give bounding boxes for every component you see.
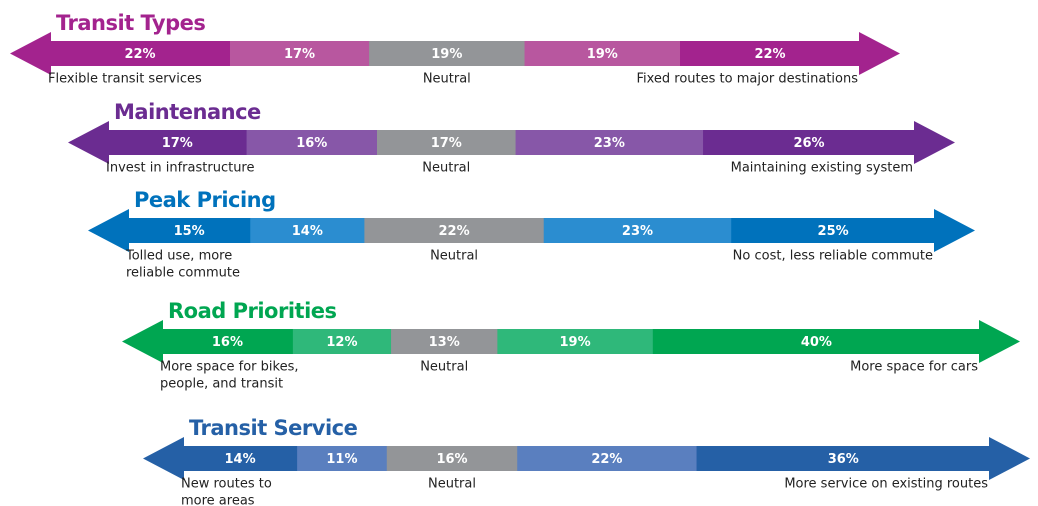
value-label: 15% (174, 224, 205, 239)
value-label: 12% (326, 335, 357, 350)
left-label: Invest in infrastructure (106, 161, 254, 176)
chart-title: Transit Service (189, 416, 358, 440)
value-label: 19% (587, 47, 618, 62)
bar-segment (297, 446, 388, 471)
bar-segment (246, 130, 378, 155)
right-label: No cost, less reliable commute (733, 249, 933, 264)
bar-segment (391, 329, 498, 354)
bar-segment (183, 446, 298, 471)
bar-segment (543, 218, 732, 243)
chart-title: Maintenance (114, 100, 261, 124)
bar-segment (680, 41, 861, 66)
right-label: More space for cars (850, 360, 978, 375)
bar-segment (364, 218, 545, 243)
value-label: 23% (594, 136, 625, 151)
left-label: people, and transit (160, 377, 283, 392)
bar-segment (703, 130, 916, 155)
bar-segment (128, 218, 251, 243)
bar-segment (524, 41, 681, 66)
arrow-head (914, 121, 955, 164)
arrow-head (68, 121, 109, 164)
arrow-head (10, 32, 51, 75)
bar-segment (517, 446, 698, 471)
left-label: More space for bikes, (160, 360, 298, 375)
bar-segment (497, 329, 654, 354)
bar-segment (230, 41, 370, 66)
value-label: 22% (754, 47, 785, 62)
right-label: Fixed routes to major destinations (636, 72, 858, 87)
neutral-label: Neutral (423, 72, 471, 87)
bar-segment (250, 218, 365, 243)
value-label: 22% (124, 47, 155, 62)
neutral-label: Neutral (420, 360, 468, 375)
value-label: 11% (326, 452, 357, 467)
arrow-head (934, 209, 975, 252)
bar-segment (162, 329, 294, 354)
bar-segment (386, 446, 518, 471)
left-label: New routes to (181, 477, 272, 492)
bar-segment (731, 218, 936, 243)
bar-segment (108, 130, 248, 155)
left-label: reliable commute (126, 266, 240, 281)
value-label: 25% (818, 224, 849, 239)
value-label: 17% (284, 47, 315, 62)
value-label: 40% (801, 335, 832, 350)
value-label: 22% (591, 452, 622, 467)
value-label: 16% (212, 335, 243, 350)
bar-segment (369, 41, 526, 66)
neutral-label: Neutral (422, 161, 470, 176)
left-label: Tolled use, more (125, 249, 232, 264)
value-label: 14% (224, 452, 255, 467)
right-label: Maintaining existing system (731, 161, 913, 176)
bar-segment (50, 41, 231, 66)
bar-segment (377, 130, 517, 155)
bar-segment (696, 446, 991, 471)
value-label: 16% (296, 136, 327, 151)
value-label: 36% (828, 452, 859, 467)
chart-title: Transit Types (56, 11, 205, 35)
neutral-label: Neutral (430, 249, 478, 264)
left-label: more areas (181, 494, 255, 506)
value-label: 13% (429, 335, 460, 350)
chart-title: Peak Pricing (134, 188, 276, 212)
arrow-head (859, 32, 900, 75)
arrow-head (979, 320, 1020, 363)
value-label: 26% (793, 136, 824, 151)
arrow-head (88, 209, 129, 252)
value-label: 19% (431, 47, 462, 62)
bar-segment (515, 130, 704, 155)
left-label: Flexible transit services (48, 72, 202, 87)
arrow-head (143, 437, 184, 480)
value-label: 19% (560, 335, 591, 350)
bar-segment (652, 329, 981, 354)
value-label: 17% (431, 136, 462, 151)
chart-title: Road Priorities (168, 299, 337, 323)
neutral-label: Neutral (428, 477, 476, 492)
right-label: More service on existing routes (784, 477, 988, 492)
arrow-head (122, 320, 163, 363)
value-label: 16% (436, 452, 467, 467)
bar-segment (292, 329, 392, 354)
value-label: 22% (438, 224, 469, 239)
value-label: 14% (292, 224, 323, 239)
arrow-head (989, 437, 1030, 480)
value-label: 17% (162, 136, 193, 151)
value-label: 23% (622, 224, 653, 239)
